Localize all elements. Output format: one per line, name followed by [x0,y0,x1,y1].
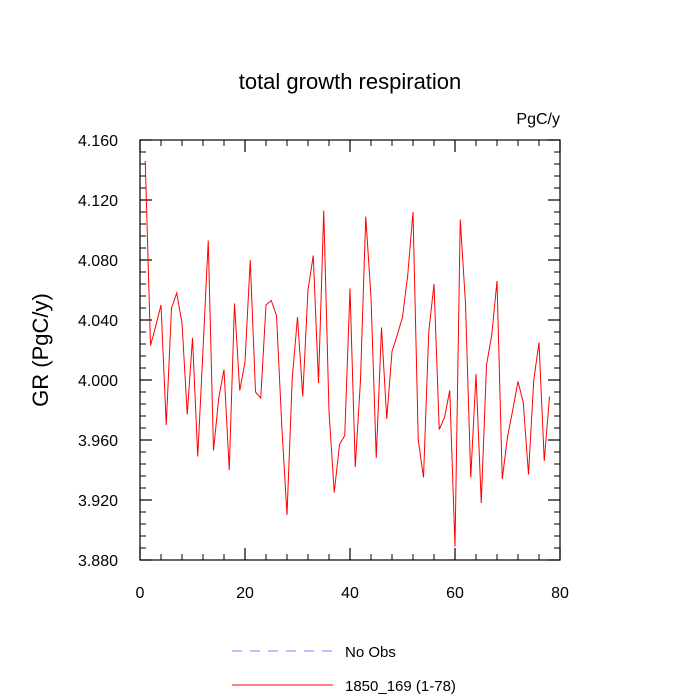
y-tick-label: 4.080 [78,253,118,270]
plot-frame [139,139,561,561]
x-tick-label: 40 [341,585,359,602]
units-label: PgC/y [516,111,560,128]
legend-label: No Obs [345,644,396,661]
y-axis-label: GR (PgC/y) [28,293,53,407]
chart-title: total growth respiration [239,69,462,94]
legend-label: 1850_169 (1-78) [345,678,456,695]
y-tick-label: 3.960 [78,433,118,450]
series-layer [144,160,550,547]
y-tick-label: 3.880 [78,553,118,570]
x-tick-label: 0 [136,585,145,602]
x-tick-labels: 0 20 40 60 80 [136,585,569,602]
y-tick-labels: 3.880 3.920 3.960 4.000 4.040 4.080 4.120 4.160 [78,133,118,570]
y-tick-label: 4.040 [78,313,118,330]
y-tick-label: 3.920 [78,493,118,510]
x-tick-label: 60 [446,585,464,602]
x-tick-label: 80 [551,585,569,602]
y-tick-label: 4.120 [78,193,118,210]
y-tick-label: 4.000 [78,373,118,390]
x-tick-label: 20 [236,585,254,602]
series-line [144,160,550,547]
y-tick-label: 4.160 [78,133,118,150]
legend: No Obs 1850_169 (1-78) [232,644,456,695]
